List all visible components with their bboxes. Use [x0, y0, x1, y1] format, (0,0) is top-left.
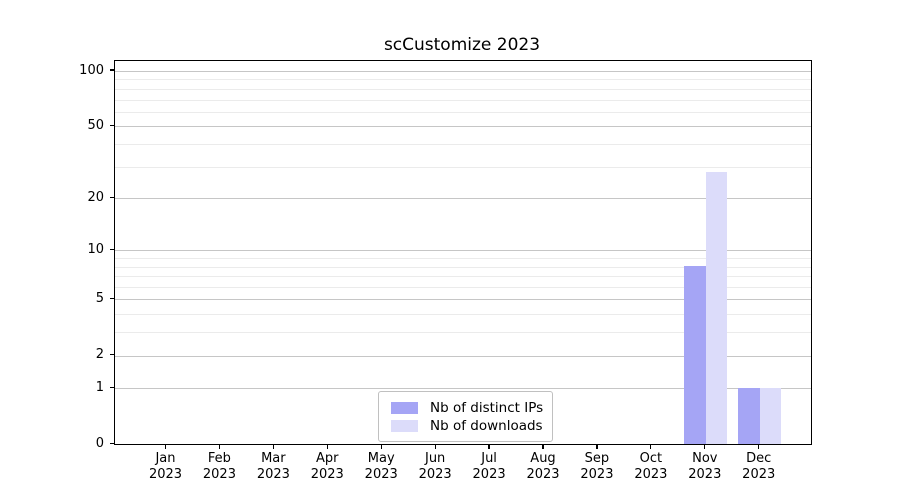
x-tick-label-year: 2023: [580, 466, 614, 482]
x-tick-label-month: Sep: [584, 450, 610, 466]
x-tick-label-year: 2023: [688, 466, 722, 482]
gridline-major: [115, 388, 811, 390]
legend: Nb of distinct IPs Nb of downloads: [378, 391, 553, 442]
gridline-major: [115, 71, 811, 72]
x-tick-mark: [164, 444, 167, 449]
bar-nb-of-downloads-nov: [705, 171, 728, 444]
y-tick-label: 100: [79, 62, 104, 78]
y-tick-mark: [110, 248, 114, 251]
x-tick-label: Jul 2023: [457, 451, 521, 483]
bar-nb-of-distinct-ips-dec: [738, 387, 760, 444]
x-tick-mark: [434, 444, 436, 449]
gridline-minor: [115, 88, 811, 90]
x-tick-label: Sep 2023: [565, 451, 629, 483]
x-tick-label-year: 2023: [472, 466, 506, 482]
gridline-minor: [115, 99, 811, 101]
gridline-minor: [115, 79, 811, 81]
x-tick-mark: [542, 444, 544, 449]
y-tick-label: 10: [87, 241, 104, 257]
x-tick-mark: [758, 444, 760, 449]
x-tick-label-month: Jan: [155, 450, 176, 466]
bar-nb-of-downloads-dec: [759, 387, 782, 444]
x-tick-label-year: 2023: [256, 466, 290, 482]
x-tick-mark: [650, 444, 652, 449]
gridline-major: [115, 355, 811, 357]
legend-swatch-downloads: [391, 419, 418, 432]
x-tick-mark: [704, 444, 706, 449]
x-tick-label-month: Apr: [316, 450, 339, 466]
y-tick-label: 0: [95, 436, 104, 451]
gridline-minor: [115, 143, 811, 145]
x-tick-label-year: 2023: [364, 466, 398, 482]
y-tick-label: 2: [95, 347, 104, 363]
y-tick-mark: [110, 353, 114, 356]
x-tick-label-month: Jul: [481, 450, 497, 466]
y-tick-mark: [110, 442, 114, 445]
x-tick-label-month: Jun: [424, 450, 446, 466]
x-tick-mark: [380, 444, 382, 449]
y-tick-mark: [110, 386, 114, 388]
gridline-minor: [115, 266, 811, 268]
gridline-minor: [115, 166, 811, 168]
bar-nb-of-distinct-ips-nov: [684, 266, 706, 444]
gridline-minor: [115, 287, 811, 289]
x-tick-label-year: 2023: [310, 466, 344, 482]
x-tick-label-month: Mar: [261, 450, 286, 466]
plot-area: [114, 60, 812, 445]
x-tick-label: Dec 2023: [727, 451, 791, 483]
y-tick-label: 5: [95, 290, 104, 306]
x-tick-label: Aug 2023: [511, 451, 575, 483]
x-tick-label: Apr 2023: [295, 451, 359, 483]
chart-title: scCustomize 2023: [383, 35, 541, 55]
x-tick-label-year: 2023: [742, 466, 776, 482]
y-tick-mark: [110, 124, 114, 126]
legend-label-downloads: Nb of downloads: [430, 417, 543, 434]
x-tick-label-month: Oct: [639, 450, 663, 466]
gridline-minor: [115, 276, 811, 278]
x-tick-label: May 2023: [349, 451, 413, 483]
x-tick-mark: [596, 444, 598, 449]
x-tick-label: Jun 2023: [403, 451, 467, 483]
x-tick-label-month: Dec: [746, 450, 772, 466]
gridline-minor: [115, 111, 811, 113]
legend-item-downloads: Nb of downloads: [391, 417, 543, 434]
legend-item-distinct-ips: Nb of distinct IPs: [391, 399, 544, 416]
x-tick-mark: [488, 444, 490, 449]
y-tick-mark: [110, 297, 114, 300]
x-tick-label: Nov 2023: [673, 451, 737, 483]
gridline-major: [115, 198, 811, 200]
x-tick-label-year: 2023: [148, 466, 183, 482]
x-tick-label-year: 2023: [418, 466, 452, 482]
x-tick-label: Mar 2023: [241, 451, 305, 483]
y-tick-label: 1: [95, 379, 104, 395]
legend-label-distinct-ips: Nb of distinct IPs: [430, 399, 544, 416]
x-tick-label: Oct 2023: [619, 451, 683, 483]
x-tick-label-year: 2023: [526, 466, 560, 482]
x-tick-label-month: Nov: [692, 450, 718, 466]
x-tick-mark: [272, 444, 274, 449]
x-tick-label-year: 2023: [202, 466, 236, 482]
legend-swatch-distinct-ips: [391, 401, 418, 414]
x-tick-label: Jan 2023: [134, 451, 198, 483]
x-tick-mark: [326, 444, 328, 449]
gridline-major: [115, 126, 811, 128]
x-tick-label-year: 2023: [634, 466, 668, 482]
x-tick-label-month: Aug: [530, 450, 556, 466]
y-tick-mark: [110, 196, 114, 198]
gridline-major: [115, 250, 811, 252]
x-tick-label-month: Feb: [207, 450, 231, 466]
y-tick-mark: [110, 69, 114, 71]
gridline-minor: [115, 332, 811, 334]
x-tick-label: Feb 2023: [187, 451, 251, 483]
x-tick-mark: [218, 444, 221, 449]
gridline-minor: [115, 258, 811, 260]
gridline-major: [115, 299, 811, 301]
y-tick-label: 50: [87, 117, 104, 133]
y-tick-label: 20: [87, 189, 104, 205]
x-tick-label-month: May: [367, 450, 395, 466]
gridline-minor: [115, 314, 811, 316]
